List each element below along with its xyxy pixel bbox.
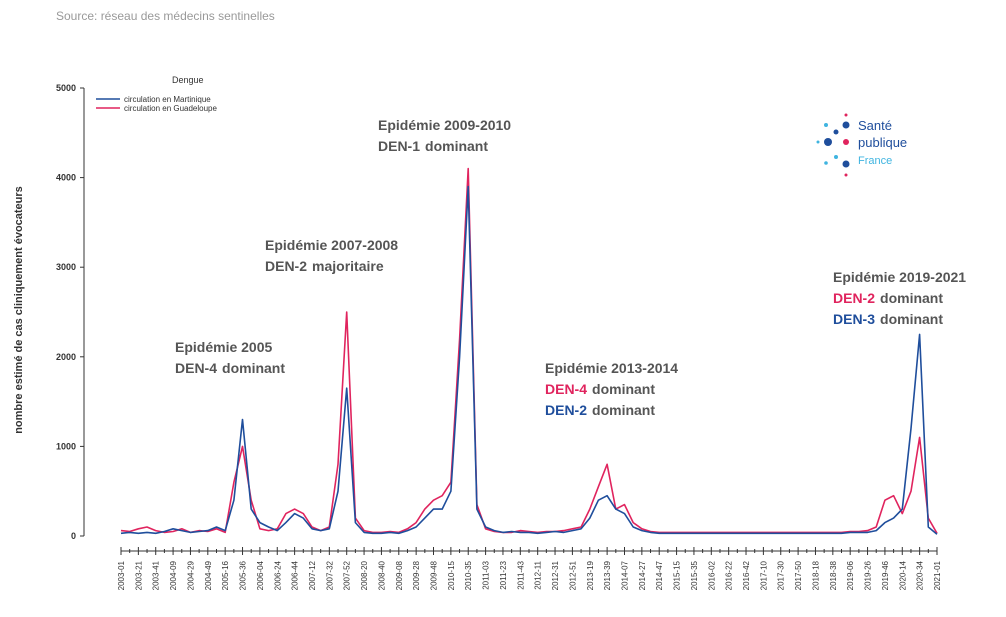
x-tick-label: 2009-08 bbox=[395, 560, 404, 590]
legend-label: circulation en Guadeloupe bbox=[124, 104, 218, 113]
annotation-title: Epidémie 2013-2014 bbox=[545, 360, 678, 376]
annotation-text: dominant bbox=[592, 402, 655, 418]
y-tick-label: 0 bbox=[71, 531, 76, 541]
x-tick-label: 2017-10 bbox=[759, 560, 768, 590]
legend-title: Dengue bbox=[172, 75, 204, 85]
x-tick-label: 2003-21 bbox=[134, 560, 143, 590]
x-tick-label: 2020-14 bbox=[898, 560, 907, 590]
x-tick-label: 2003-01 bbox=[117, 560, 126, 590]
x-tick-label: 2013-19 bbox=[586, 560, 595, 590]
x-tick-label: 2011-03 bbox=[482, 560, 491, 589]
logo-text: France bbox=[858, 155, 892, 167]
x-tick-label: 2010-35 bbox=[464, 560, 473, 590]
x-tick-label: 2007-12 bbox=[308, 560, 317, 590]
x-tick-label: 2008-40 bbox=[377, 560, 386, 590]
y-tick-label: 3000 bbox=[56, 262, 76, 272]
annotation-text: dominant bbox=[880, 311, 943, 327]
x-tick-label: 2005-36 bbox=[239, 560, 248, 590]
x-tick-label: 2013-39 bbox=[603, 560, 612, 590]
logo-text: publique bbox=[858, 135, 907, 150]
annotation-title: Epidémie 2005 bbox=[175, 339, 272, 355]
x-tick-label: 2011-43 bbox=[516, 560, 525, 589]
annotation-line: DEN-1 dominant bbox=[378, 138, 488, 154]
x-tick-label: 2019-46 bbox=[881, 560, 890, 590]
annotation-strain: DEN-3 bbox=[833, 311, 875, 327]
annotation-line: DEN-2 majoritaire bbox=[265, 258, 384, 274]
annotation-text: majoritaire bbox=[312, 258, 384, 274]
annotation-line: DEN-2 dominant bbox=[545, 402, 655, 418]
x-tick-label: 2021-01 bbox=[933, 560, 942, 590]
annotation-title: Epidémie 2019-2021 bbox=[833, 269, 966, 285]
annotation-strain: DEN-4 bbox=[545, 381, 587, 397]
source: Source: réseau des médecins sentinelles bbox=[56, 9, 275, 23]
annotation-strain: DEN-4 bbox=[175, 360, 217, 376]
x-tick-label: 2006-04 bbox=[256, 560, 265, 590]
y-tick-label: 2000 bbox=[56, 352, 76, 362]
x-tick-label: 2009-48 bbox=[430, 560, 439, 590]
annotation-text: dominant bbox=[880, 290, 943, 306]
annotation-title: Epidémie 2007-2008 bbox=[265, 237, 398, 253]
annotation-text: dominant bbox=[222, 360, 285, 376]
y-tick-label: 1000 bbox=[56, 441, 76, 451]
annotation-strain: DEN-1 bbox=[378, 138, 420, 154]
x-tick-label: 2015-35 bbox=[690, 560, 699, 590]
x-tick-label: 2012-31 bbox=[551, 560, 560, 590]
x-tick-label: 2009-28 bbox=[412, 560, 421, 590]
x-tick-label: 2017-50 bbox=[794, 560, 803, 590]
y-axis-label: nombre estimé de cas cliniquement évocat… bbox=[13, 186, 25, 434]
annotation-strain: DEN-2 bbox=[833, 290, 875, 306]
x-tick-label: 2014-27 bbox=[638, 560, 647, 590]
x-tick-label: 2014-47 bbox=[655, 560, 664, 590]
x-tick-label: 2016-42 bbox=[742, 560, 751, 590]
annotation-strain: DEN-2 bbox=[545, 402, 587, 418]
annotation-strain: DEN-2 bbox=[265, 258, 307, 274]
x-tick-label: 2018-18 bbox=[811, 560, 820, 590]
series-line bbox=[120, 185, 938, 535]
logo: Santé publique France bbox=[816, 113, 907, 177]
x-tick-label: 2003-41 bbox=[152, 560, 161, 590]
x-tick-label: 2004-09 bbox=[169, 560, 178, 590]
x-tick-label: 2016-22 bbox=[725, 560, 734, 590]
x-tick-label: 2006-44 bbox=[291, 560, 300, 590]
x-tick-label: 2012-51 bbox=[568, 560, 577, 590]
x-tick-label: 2006-24 bbox=[273, 560, 282, 590]
annotation-text: dominant bbox=[425, 138, 488, 154]
logo-text: Santé bbox=[858, 118, 892, 133]
annotation-line: DEN-3 dominant bbox=[833, 311, 943, 327]
x-tick-label: 2004-29 bbox=[186, 560, 195, 590]
x-tick-label: 2008-20 bbox=[360, 560, 369, 590]
annotation-line: DEN-4 dominant bbox=[545, 381, 655, 397]
x-tick-label: 2019-26 bbox=[864, 560, 873, 590]
x-tick-label: 2011-23 bbox=[499, 560, 508, 589]
x-tick-label: 2015-15 bbox=[673, 560, 682, 590]
annotation-title: Epidémie 2009-2010 bbox=[378, 117, 511, 133]
legend-label: circulation en Martinique bbox=[124, 95, 211, 104]
x-tick-label: 2005-16 bbox=[221, 560, 230, 590]
x-tick-label: 2019-06 bbox=[846, 560, 855, 590]
x-tick-label: 2007-32 bbox=[325, 560, 334, 590]
x-tick-label: 2016-02 bbox=[707, 560, 716, 590]
x-tick-label: 2017-30 bbox=[777, 560, 786, 590]
y-tick-label: 4000 bbox=[56, 173, 76, 183]
x-tick-label: 2007-52 bbox=[343, 560, 352, 590]
x-tick-label: 2010-15 bbox=[447, 560, 456, 590]
x-tick-label: 2018-38 bbox=[829, 560, 838, 590]
x-tick-label: 2020-34 bbox=[916, 560, 925, 590]
x-tick-label: 2004-49 bbox=[204, 560, 213, 590]
x-tick-label: 2012-11 bbox=[534, 560, 543, 589]
annotation-text: dominant bbox=[592, 381, 655, 397]
annotation-line: DEN-4 dominant bbox=[175, 360, 285, 376]
x-tick-label: 2014-07 bbox=[620, 560, 629, 590]
y-tick-label: 5000 bbox=[56, 83, 76, 93]
annotation-line: DEN-2 dominant bbox=[833, 290, 943, 306]
